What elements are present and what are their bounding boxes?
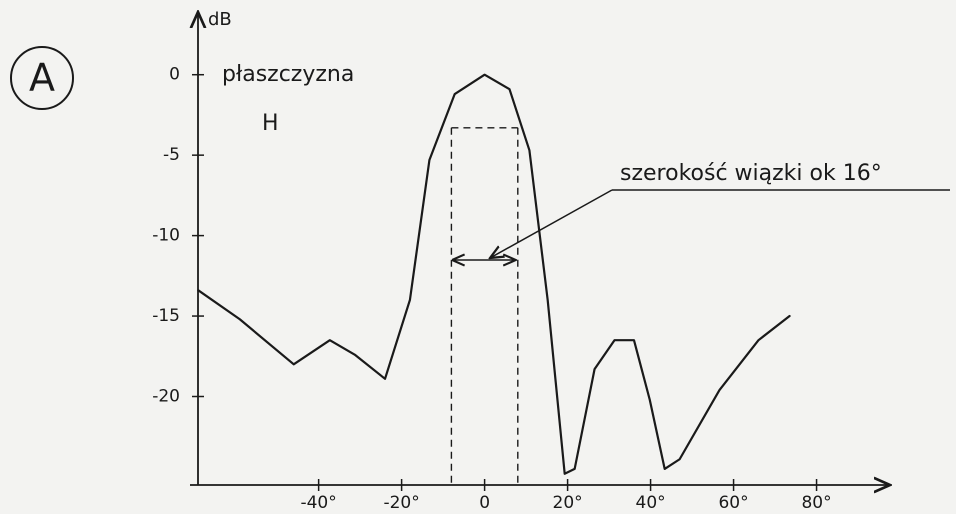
x-tick-label: 80° — [801, 493, 831, 513]
annotation: H — [262, 111, 279, 136]
x-tick-label: 0 — [479, 493, 490, 513]
page: {"chart_data": { "type": "line", "panel_… — [0, 0, 956, 514]
annotation: szerokość wiązki ok 16° — [620, 161, 882, 186]
panel-label: A — [29, 56, 55, 100]
y-tick-label: -20 — [152, 387, 180, 407]
annotation: płaszczyzna — [222, 62, 354, 87]
x-tick-label: 60° — [718, 493, 748, 513]
chart: A dB płaszczyzna H szerokość wiązki ok 1… — [0, 0, 956, 514]
y-tick-label: -5 — [163, 145, 180, 165]
x-tick-label: 20° — [553, 493, 583, 513]
x-tick-label: -20° — [383, 493, 419, 513]
y-tick-label: -10 — [152, 226, 180, 246]
x-tick-label: -40° — [300, 493, 336, 513]
y-axis-label: dB — [208, 9, 232, 30]
line-series — [198, 75, 789, 474]
y-tick-label: 0 — [169, 65, 180, 85]
y-tick-label: -15 — [152, 306, 180, 326]
annotation-arrow — [490, 190, 612, 258]
x-tick-label: 40° — [636, 493, 666, 513]
